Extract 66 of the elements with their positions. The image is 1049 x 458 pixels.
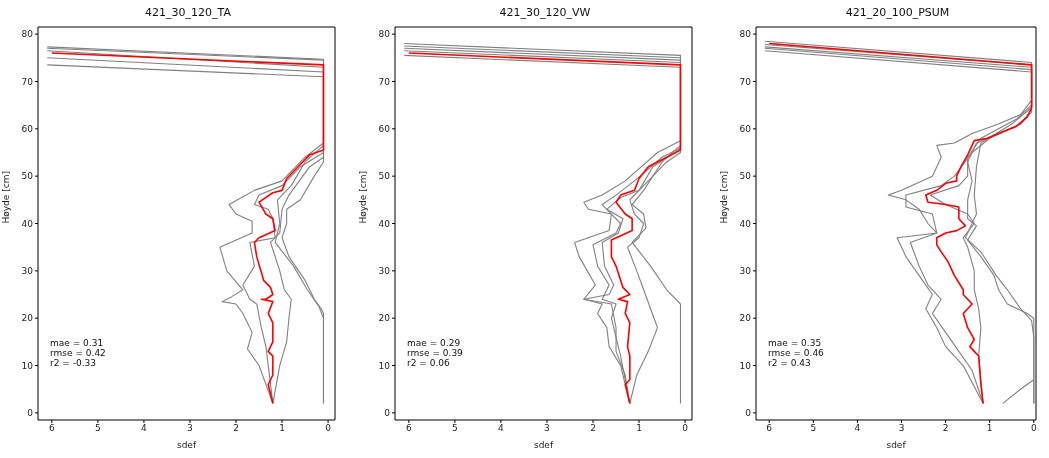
x-tick-label: 3 <box>544 423 550 434</box>
y-tick-label: 30 <box>21 266 34 277</box>
annotation: mae = 0.29 <box>407 338 462 348</box>
x-tick-label: 4 <box>854 423 861 434</box>
y-tick-label: 50 <box>378 171 391 182</box>
x-tick-label: 5 <box>94 423 101 434</box>
y-tick-label: 10 <box>21 360 34 371</box>
x-tick-label: 0 <box>1030 423 1037 434</box>
annotation: r2 = -0.33 <box>50 358 97 368</box>
y-tick-label: 10 <box>739 360 752 371</box>
chart-title: 421_20_100_PSUM <box>844 6 951 19</box>
x-tick-label: 6 <box>48 423 55 434</box>
y-tick-label: 10 <box>378 360 391 371</box>
x-axis-title: sdef <box>886 440 907 450</box>
x-axis-title: sdef <box>533 440 554 450</box>
annotation: mae = 0.35 <box>768 338 823 348</box>
y-tick-label: 60 <box>378 124 391 134</box>
x-tick-label: 3 <box>187 423 193 434</box>
x-tick-label: 6 <box>766 423 773 434</box>
x-tick-label: 6 <box>405 423 412 434</box>
x-tick-label: 1 <box>636 423 642 434</box>
y-tick-label: 70 <box>739 76 752 87</box>
y-tick-label: 30 <box>739 266 752 277</box>
annotation: r2 = 0.43 <box>768 358 812 368</box>
y-tick-label: 0 <box>745 408 752 419</box>
y-tick-label: 50 <box>21 171 34 182</box>
y-tick-label: 20 <box>378 313 391 324</box>
annotation: mae = 0.31 <box>50 338 105 348</box>
y-tick-label: 0 <box>27 408 34 419</box>
x-tick-label: 3 <box>898 423 905 434</box>
y-tick-label: 40 <box>739 218 752 229</box>
x-tick-label: 0 <box>682 423 689 434</box>
y-tick-label: 0 <box>384 408 391 419</box>
y-tick-label: 20 <box>739 313 752 324</box>
y-tick-label: 60 <box>739 124 752 134</box>
y-tick-label: 30 <box>378 266 391 277</box>
annotation: rmse = 0.46 <box>768 348 824 358</box>
y-tick-label: 70 <box>21 76 34 87</box>
y-tick-label: 70 <box>378 76 391 87</box>
y-axis-title: Høyde [cm] <box>1 171 12 224</box>
chart-title: 421_30_120_TA <box>144 6 232 19</box>
y-tick-label: 80 <box>378 29 391 40</box>
y-axis-title: Høyde [cm] <box>719 171 730 224</box>
y-tick-label: 40 <box>378 218 391 229</box>
y-tick-label: 80 <box>739 29 752 40</box>
x-tick-label: 2 <box>590 423 596 434</box>
x-tick-label: 1 <box>279 423 285 434</box>
x-tick-label: 0 <box>325 423 332 434</box>
y-tick-label: 50 <box>739 171 752 182</box>
x-tick-label: 2 <box>942 423 949 434</box>
annotation: rmse = 0.39 <box>407 348 463 358</box>
x-tick-label: 2 <box>233 423 239 434</box>
x-tick-label: 4 <box>141 423 148 434</box>
y-axis-title: Høyde [cm] <box>358 171 369 224</box>
annotation: r2 = 0.06 <box>407 358 451 368</box>
x-tick-label: 4 <box>498 423 505 434</box>
y-tick-label: 80 <box>21 29 34 40</box>
x-axis-title: sdef <box>176 440 197 450</box>
y-tick-label: 20 <box>21 313 34 324</box>
annotation: rmse = 0.42 <box>50 348 106 358</box>
y-tick-label: 40 <box>21 218 34 229</box>
x-tick-label: 5 <box>810 423 817 434</box>
x-tick-label: 1 <box>986 423 993 434</box>
chart-title: 421_30_120_VW <box>498 6 592 19</box>
x-tick-label: 5 <box>451 423 458 434</box>
y-tick-label: 60 <box>21 124 34 134</box>
